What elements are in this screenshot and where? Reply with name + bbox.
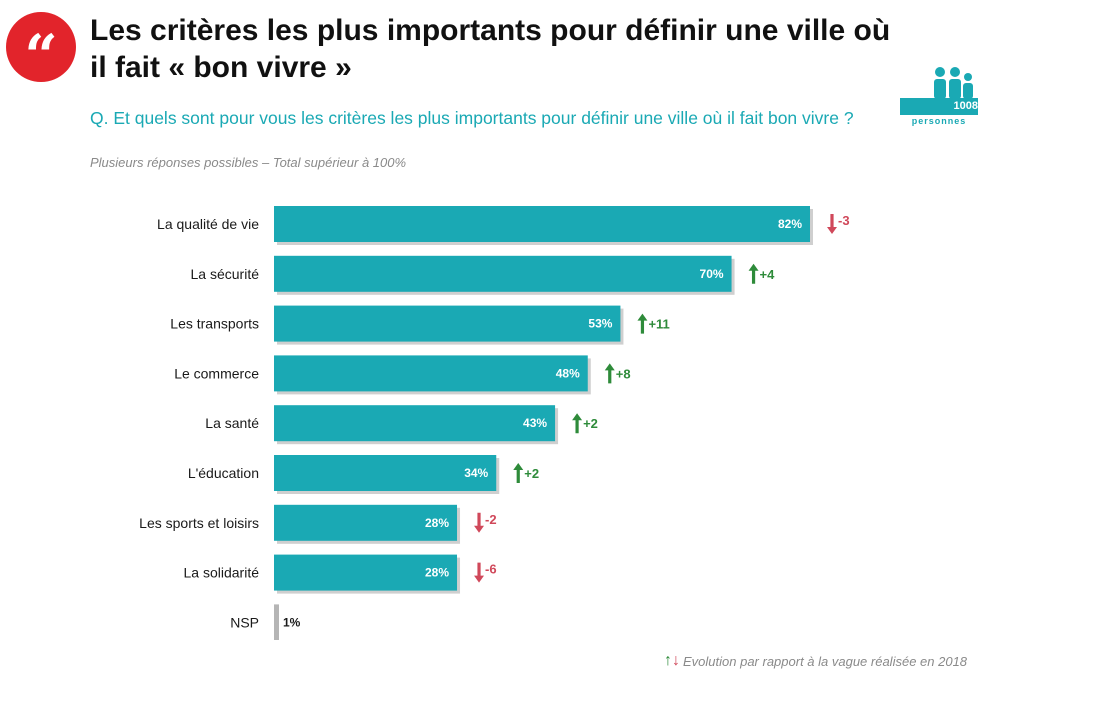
bar	[274, 255, 732, 292]
value-label: 28%	[425, 516, 449, 530]
evolution-label: -3	[838, 213, 850, 228]
up-arrow-icon	[637, 313, 648, 334]
footnote-text: Evolution par rapport à la vague réalisé…	[683, 653, 968, 669]
up-arrow-icon	[604, 363, 615, 384]
category-label: La santé	[205, 415, 259, 431]
value-label: 28%	[425, 566, 449, 580]
footnote: ↑ ↓ Evolution par rapport à la vague réa…	[664, 652, 967, 670]
value-label: 48%	[556, 366, 580, 380]
bar-chart: La qualité de vie 82% -3 La sécurité 70% +4 Le…	[139, 206, 850, 640]
evolution-label: -2	[485, 512, 497, 527]
evolution-label: -6	[485, 562, 497, 577]
evolution-label: +8	[616, 366, 631, 381]
category-label: L'éducation	[188, 465, 259, 481]
quote-icon: “	[24, 22, 58, 90]
down-arrow-icon	[474, 562, 485, 583]
evolution-label: +4	[760, 267, 776, 282]
category-label: La qualité de vie	[157, 216, 259, 232]
bar	[274, 604, 279, 640]
up-arrow-icon	[572, 413, 583, 434]
bar	[274, 305, 621, 342]
people-icon	[900, 67, 978, 115]
down-arrow-icon	[827, 214, 837, 234]
bar	[274, 455, 497, 491]
response-note: Plusieurs réponses possibles – Total sup…	[90, 155, 407, 170]
evolution-label: +2	[524, 466, 539, 481]
down-arrow-icon	[474, 512, 485, 533]
value-label: 53%	[588, 317, 612, 331]
value-label: 1%	[283, 615, 301, 629]
category-label: La solidarité	[184, 565, 260, 581]
value-label: 43%	[523, 416, 547, 430]
bar	[274, 206, 810, 242]
bar	[274, 355, 588, 392]
category-label: La sécurité	[191, 266, 260, 282]
page-title: Les critères les plus importants pour dé…	[90, 14, 891, 84]
value-label: 82%	[778, 217, 802, 231]
quote-badge: “	[6, 12, 76, 90]
value-label: 34%	[464, 466, 488, 480]
up-arrow-icon: ↑	[664, 652, 672, 669]
category-label: NSP	[230, 614, 259, 630]
down-arrow-icon: ↓	[672, 652, 680, 669]
value-label: 70%	[700, 267, 724, 281]
up-arrow-icon	[748, 263, 759, 284]
up-arrow-icon	[513, 463, 524, 483]
category-label: Les transports	[170, 316, 259, 332]
evolution-label: +2	[583, 416, 598, 431]
bar	[274, 405, 556, 442]
category-label: Les sports et loisirs	[139, 515, 259, 531]
category-label: Le commerce	[174, 365, 259, 381]
sample-label: personnes	[911, 116, 967, 126]
sample-count: 1008	[953, 100, 978, 112]
evolution-label: +11	[648, 317, 669, 332]
bar	[274, 504, 458, 541]
bar	[274, 554, 458, 591]
survey-question: Q. Et quels sont pour vous les critères …	[90, 108, 854, 128]
